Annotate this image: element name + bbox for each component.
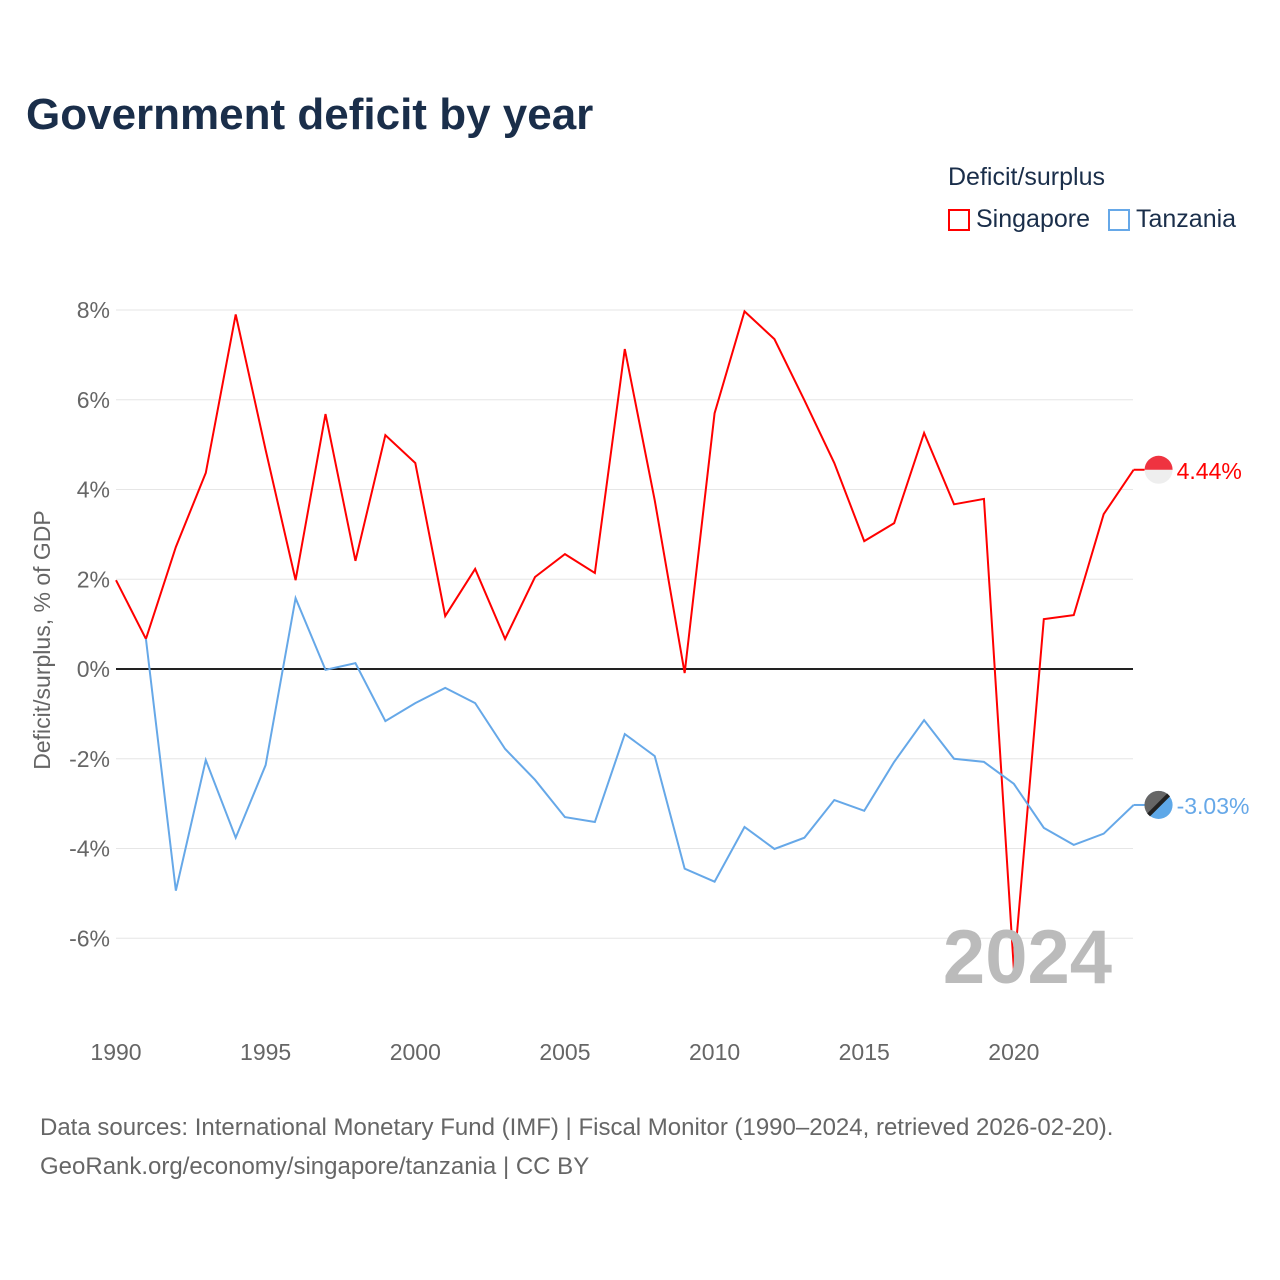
source-line: Data sources: International Monetary Fun… <box>40 1114 1114 1141</box>
legend-item-tanzania[interactable]: Tanzania <box>1107 205 1237 234</box>
source-link[interactable]: GeoRank.org/economy/singapore/tanzania |… <box>40 1153 590 1180</box>
y-axis-label: Deficit/surplus, % of GDP <box>29 510 55 769</box>
end-value-label: -3.03% <box>1177 793 1250 819</box>
legend-item-singapore[interactable]: Singapore <box>948 205 1090 234</box>
legend-swatch-tanzania <box>1107 208 1130 231</box>
x-tick-label: 2005 <box>539 1039 590 1065</box>
year-watermark: 2024 <box>943 915 1112 1000</box>
x-tick-label: 1995 <box>240 1039 291 1065</box>
y-tick-label: 2% <box>77 566 110 592</box>
series-line-tanzania <box>144 594 1135 891</box>
legend-swatch-singapore <box>948 208 970 231</box>
x-tick-label: 1990 <box>90 1039 141 1065</box>
tanzania-flag-dark <box>1144 790 1169 815</box>
source-note: Data sources: International Monetary Fun… <box>40 1108 1113 1186</box>
y-tick-label: -6% <box>69 925 110 951</box>
x-tick-label: 2020 <box>988 1039 1039 1065</box>
end-value-label: 4.44% <box>1177 458 1242 484</box>
singapore-flag-red-half <box>1144 455 1173 470</box>
x-tick-label: 2000 <box>390 1039 441 1065</box>
x-tick-label: 2015 <box>839 1039 890 1065</box>
y-tick-label: 0% <box>77 656 110 682</box>
y-tick-label: 8% <box>77 297 110 323</box>
y-tick-label: -4% <box>69 836 110 862</box>
legend-label: Tanzania <box>1135 205 1237 233</box>
y-tick-label: 4% <box>77 477 110 503</box>
legend-label: Singapore <box>976 205 1090 233</box>
y-tick-label: -2% <box>69 746 110 772</box>
series-line-singapore <box>115 309 1135 970</box>
tanzania-flag-stripe <box>1147 793 1171 817</box>
legend: Singapore Tanzania <box>948 205 1236 234</box>
x-tick-label: 2010 <box>689 1039 740 1065</box>
chart-title: Government deficit by year <box>26 90 594 139</box>
legend-title: Deficit/surplus <box>948 163 1105 191</box>
y-tick-label: 6% <box>77 387 110 413</box>
